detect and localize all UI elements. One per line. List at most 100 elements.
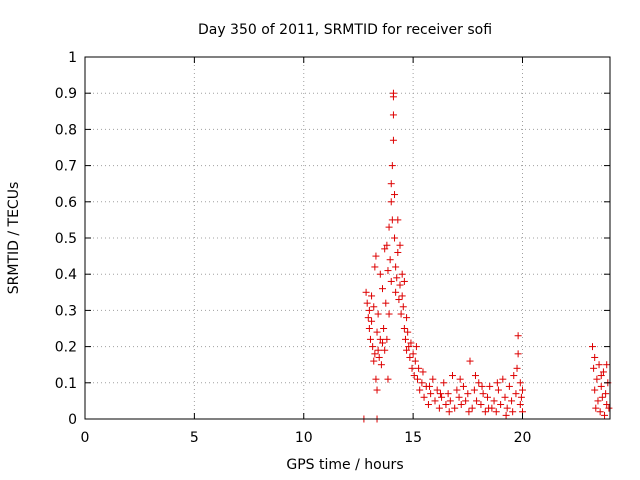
data-point — [364, 314, 372, 322]
data-point — [374, 346, 382, 354]
data-point — [407, 339, 415, 347]
data-point — [493, 379, 501, 387]
data-point — [603, 401, 611, 409]
data-point — [383, 241, 391, 249]
data-point — [366, 335, 374, 343]
data-point — [391, 191, 399, 199]
data-point — [502, 411, 510, 419]
data-point — [462, 397, 470, 405]
data-point — [380, 325, 388, 332]
chart-title: Day 350 of 2011, SRMTID for receiver sof… — [198, 22, 492, 38]
data-point — [444, 390, 452, 398]
data-point — [373, 386, 381, 394]
data-point — [449, 372, 456, 380]
data-point — [456, 375, 464, 383]
data-point — [468, 404, 476, 412]
data-point — [473, 397, 481, 405]
data-point — [419, 368, 427, 376]
data-point — [382, 299, 390, 307]
data-point — [593, 375, 601, 383]
data-point — [438, 393, 446, 401]
data-point — [386, 256, 394, 264]
data-point — [373, 328, 381, 336]
axis-tick-labels: 00.10.20.30.40.50.60.70.80.910 5 10 15 20 — [55, 50, 532, 446]
data-point — [410, 372, 418, 380]
data-point — [442, 401, 450, 409]
data-point — [510, 372, 518, 380]
y-tick-label: 1 — [68, 50, 77, 66]
y-tick-label: 0.2 — [55, 340, 77, 356]
data-point — [391, 234, 399, 242]
y-tick-label: 0.7 — [55, 159, 77, 175]
data-point — [490, 397, 498, 405]
data-point — [409, 350, 417, 358]
data-point — [464, 390, 472, 398]
y-tick-label: 0.1 — [55, 376, 77, 392]
data-point — [393, 274, 401, 282]
data-point — [594, 397, 602, 405]
data-point — [477, 401, 485, 409]
x-tick-label: 5 — [190, 430, 199, 446]
data-point — [592, 404, 600, 412]
data-point — [602, 390, 610, 398]
data-point — [427, 390, 435, 398]
data-point — [516, 401, 524, 409]
data-point — [445, 408, 453, 416]
data-point — [389, 136, 397, 144]
data-point — [385, 310, 393, 318]
data-point — [389, 111, 397, 119]
data-point — [376, 270, 384, 278]
data-point — [370, 357, 378, 365]
data-point — [379, 285, 386, 293]
data-point — [387, 180, 395, 188]
y-tick-label: 0.8 — [55, 122, 77, 138]
y-tick-label: 0.6 — [55, 195, 77, 211]
data-point — [365, 306, 373, 314]
y-tick-label: 0.4 — [55, 267, 77, 283]
data-point — [591, 386, 599, 394]
data-point — [508, 397, 516, 405]
data-point — [398, 292, 406, 300]
axis-ticks — [84, 56, 610, 420]
data-point — [513, 364, 521, 372]
x-axis-label: GPS time / hours — [286, 457, 403, 473]
data-point — [384, 375, 392, 383]
data-point — [387, 198, 395, 206]
data-point — [509, 408, 517, 416]
data-point — [486, 382, 494, 390]
data-point — [392, 288, 400, 296]
data-point — [371, 350, 379, 358]
data-point — [466, 357, 474, 365]
data-point — [388, 162, 396, 170]
data-point — [400, 325, 408, 332]
y-tick-label: 0.3 — [55, 303, 77, 319]
data-point — [598, 393, 606, 401]
data-point — [457, 401, 465, 409]
y-tick-label: 0 — [68, 412, 77, 428]
data-point — [440, 379, 448, 387]
grid — [85, 57, 610, 419]
data-point — [412, 343, 420, 351]
data-point — [453, 386, 461, 394]
data-point — [431, 397, 439, 405]
data-point — [383, 335, 391, 343]
data-point — [372, 252, 380, 260]
data-point — [603, 361, 611, 369]
data-point — [362, 288, 370, 296]
data-point — [418, 379, 426, 387]
data-point — [400, 277, 408, 285]
data-point — [408, 364, 416, 372]
data-point — [387, 277, 395, 285]
data-point — [597, 372, 605, 380]
data-point — [411, 357, 419, 365]
data-point — [392, 263, 400, 271]
data-point — [455, 393, 463, 401]
data-point — [597, 382, 605, 390]
data-point — [385, 223, 393, 231]
data-point — [590, 364, 598, 372]
data-point — [377, 361, 385, 369]
data-point — [372, 375, 380, 383]
data-point — [605, 404, 613, 412]
data-point — [370, 303, 378, 311]
